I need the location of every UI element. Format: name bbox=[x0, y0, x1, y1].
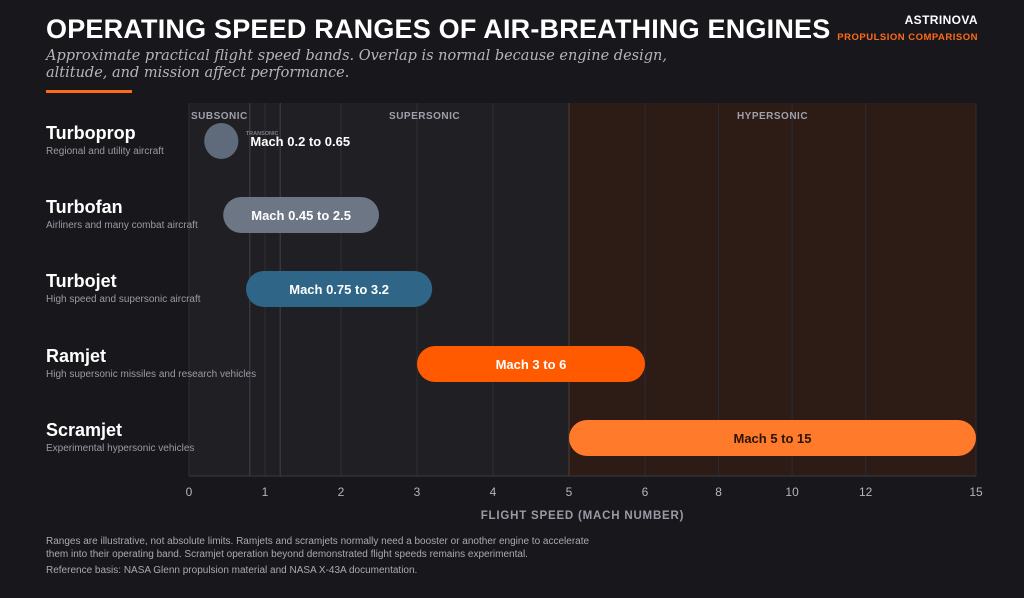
engine-name-scramjet: Scramjet bbox=[46, 420, 122, 440]
range-label-scramjet: Mach 5 to 15 bbox=[733, 431, 811, 446]
range-label-ramjet: Mach 3 to 6 bbox=[496, 357, 567, 372]
range-label-turboprop: Mach 0.2 to 0.65 bbox=[250, 134, 350, 149]
regime-label-supersonic: SUPERSONIC bbox=[389, 111, 460, 122]
brand-tagline: PROPULSION COMPARISON bbox=[837, 32, 978, 43]
hypersonic-zone bbox=[569, 103, 976, 476]
title-accent-rule bbox=[46, 90, 132, 93]
x-tick-label-10: 10 bbox=[785, 485, 799, 499]
footnote: Ranges are illustrative, not absolute li… bbox=[46, 535, 606, 577]
range-bar-scramjet bbox=[569, 420, 976, 456]
x-tick-label-15: 15 bbox=[969, 485, 983, 499]
engine-description-turbofan: Airliners and many combat aircraft bbox=[46, 220, 198, 231]
engine-name-ramjet: Ramjet bbox=[46, 346, 106, 366]
chart-title: OPERATING SPEED RANGES OF AIR-BREATHING … bbox=[46, 14, 831, 44]
range-label-turbojet: Mach 0.75 to 3.2 bbox=[289, 282, 389, 297]
engine-description-turbojet: High speed and supersonic aircraft bbox=[46, 294, 201, 305]
engine-name-turbojet: Turbojet bbox=[46, 271, 117, 291]
range-label-turbofan: Mach 0.45 to 2.5 bbox=[251, 208, 351, 223]
footnote-reference: Reference basis: NASA Glenn propulsion m… bbox=[46, 565, 418, 576]
x-tick-label-5: 5 bbox=[566, 485, 573, 499]
brand-block: ASTRINOVA PROPULSION COMPARISON bbox=[837, 13, 978, 43]
brand-name: ASTRINOVA bbox=[904, 13, 978, 27]
x-tick-label-12: 12 bbox=[859, 485, 873, 499]
x-tick-label-3: 3 bbox=[414, 485, 421, 499]
regime-label-hypersonic: HYPERSONIC bbox=[737, 111, 808, 122]
engine-description-scramjet: Experimental hypersonic vehicles bbox=[46, 443, 194, 454]
footnote-caveat: Ranges are illustrative, not absolute li… bbox=[46, 536, 590, 560]
engine-description-ramjet: High supersonic missiles and research ve… bbox=[46, 369, 256, 380]
engine-description-turboprop: Regional and utility aircraft bbox=[46, 146, 164, 157]
regime-label-transonic: TRANSONIC bbox=[246, 131, 279, 137]
range-bar-turbofan bbox=[223, 197, 379, 233]
x-tick-label-2: 2 bbox=[338, 485, 345, 499]
engine-name-turboprop: Turboprop bbox=[46, 123, 136, 143]
range-bar-turbojet bbox=[246, 271, 433, 307]
x-tick-label-6: 6 bbox=[642, 485, 649, 499]
x-tick-label-1: 1 bbox=[262, 485, 269, 499]
x-tick-label-0: 0 bbox=[186, 485, 193, 499]
regime-label-subsonic: SUBSONIC bbox=[191, 111, 248, 122]
range-bar-ramjet bbox=[417, 346, 645, 382]
x-axis-title: FLIGHT SPEED (MACH NUMBER) bbox=[481, 510, 685, 522]
range-bar-turboprop bbox=[204, 123, 239, 159]
engine-name-turbofan: Turbofan bbox=[46, 197, 123, 217]
x-tick-label-8: 8 bbox=[715, 485, 722, 499]
x-tick-label-4: 4 bbox=[490, 485, 497, 499]
chart-subtitle: Approximate practical flight speed bands… bbox=[46, 48, 667, 81]
